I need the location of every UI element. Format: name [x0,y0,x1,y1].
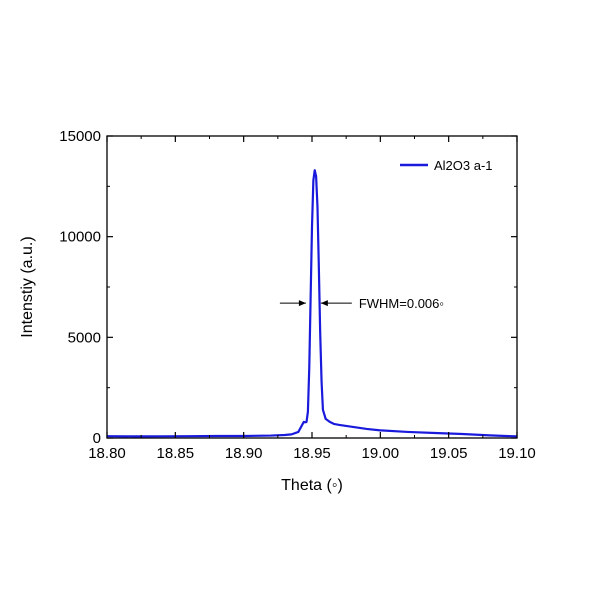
y-tick-label: 10000 [59,229,101,246]
fwhm-arrowhead-left [298,300,306,307]
axes-layer: 18.80 18.85 18.90 18.95 19.00 19.05 19.10 0 5000… [19,128,536,494]
x-tick-label: 18.80 [88,445,126,462]
legend-label: Al2O3 a-1 [434,158,493,173]
x-tick-label: 18.85 [157,445,195,462]
x-tick-label: 18.90 [225,445,263,462]
x-tick-label: 19.05 [430,445,468,462]
legend: Al2O3 a-1 [400,158,493,173]
series-line-0 [106,169,518,438]
y-tick-label: 15000 [59,128,101,145]
annotation-layer: FWHM=0.006◦ [279,296,444,311]
x-tick-label: 18.95 [293,445,331,462]
x-tick-label: 19.00 [362,445,400,462]
fwhm-arrowhead-right [320,300,328,307]
y-axis-title: Intenstiy (a.u.) [19,236,36,337]
x-tick-label: 19.10 [498,445,536,462]
y-tick-label: 5000 [68,329,101,346]
y-tick-label: 0 [93,430,101,447]
x-axis-title: Theta (◦) [281,477,343,494]
plot-area [106,135,518,439]
fwhm-label: FWHM=0.006◦ [359,296,444,311]
data-layer [106,169,518,438]
plot-frame [106,135,518,439]
